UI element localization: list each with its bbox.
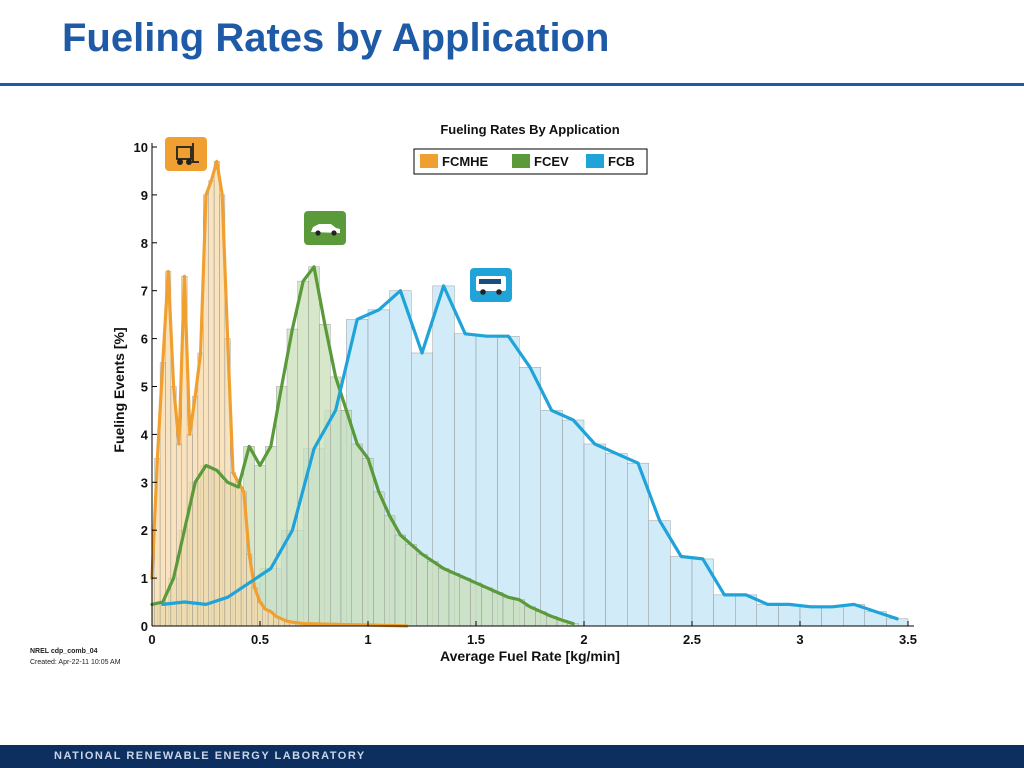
bar	[481, 587, 493, 627]
bar	[821, 606, 844, 627]
bar	[208, 180, 215, 627]
bar	[470, 582, 482, 627]
forklift-icon	[165, 137, 207, 171]
bar	[319, 324, 331, 627]
bar	[540, 410, 563, 627]
bar	[192, 395, 199, 627]
bar	[373, 491, 385, 627]
y-tick-label: 4	[141, 427, 149, 442]
y-tick-label: 6	[141, 332, 148, 347]
bar	[778, 604, 801, 627]
bar	[756, 604, 779, 627]
x-tick-label: 3.5	[899, 632, 917, 647]
forklift-wheel	[177, 159, 183, 165]
y-tick-label: 0	[141, 619, 148, 634]
forklift-wheel	[186, 159, 192, 165]
bus-wheel	[496, 289, 502, 295]
car-wheel	[315, 230, 321, 236]
bar	[448, 573, 461, 627]
y-tick-label: 2	[141, 523, 148, 538]
bar	[230, 472, 236, 627]
bar	[605, 453, 628, 627]
bar	[438, 568, 450, 627]
bar	[519, 367, 542, 627]
bar	[276, 386, 288, 627]
x-tick-label: 0.5	[251, 632, 269, 647]
bar	[186, 434, 193, 627]
bus-wheel	[480, 289, 486, 295]
bar-group-fcmhe	[151, 161, 393, 627]
bar	[351, 443, 363, 627]
bar	[475, 336, 498, 627]
footer-bar: NATIONAL RENEWABLE ENERGY LABORATORY	[0, 745, 1024, 768]
chart-id-label: NREL cdp_comb_04	[30, 648, 98, 655]
legend-label-fcmhe: FCMHE	[442, 154, 489, 169]
bar	[213, 161, 220, 627]
footer-org-name: NATIONAL RENEWABLE ENERGY LABORATORY	[54, 750, 366, 762]
x-tick-label: 1	[364, 632, 371, 647]
chart: 0 0.5 1 1.5 2 2.5 3 3.5 0 1 2 3 4 5 6 7 8 9 10 Average Fuel…	[111, 122, 917, 664]
forklift-icon-bg	[165, 137, 207, 171]
bar	[670, 556, 693, 627]
x-tick-label: 1.5	[467, 632, 485, 647]
y-axis-label: Fueling Events [%]	[111, 327, 127, 452]
bar	[176, 443, 182, 627]
bar	[713, 594, 736, 627]
created-timestamp: Created: Apr-22-11 10:05 AM	[30, 659, 121, 666]
title-divider	[0, 83, 1024, 86]
y-tick-label: 3	[141, 475, 148, 490]
bar	[297, 280, 309, 627]
bar	[562, 419, 585, 627]
bus-icon	[470, 268, 512, 302]
legend-swatch-fcmhe	[420, 154, 438, 168]
bar	[799, 606, 822, 627]
bar	[265, 446, 277, 627]
y-tick-label: 8	[141, 236, 148, 251]
bar	[648, 520, 671, 627]
y-tick-label: 7	[141, 284, 148, 299]
x-tick-label: 3	[796, 632, 803, 647]
x-tick-label: 2.5	[683, 632, 701, 647]
bar	[492, 592, 504, 627]
legend-swatch-fcev	[512, 154, 530, 168]
x-tick-label: 2	[580, 632, 587, 647]
bar	[394, 534, 407, 627]
y-tick-label: 5	[141, 380, 148, 395]
forklift-cab	[176, 146, 192, 160]
bar	[502, 597, 515, 627]
bar	[362, 458, 374, 627]
bar	[405, 544, 417, 627]
bus-windows	[479, 279, 501, 284]
bar	[197, 352, 204, 627]
legend-label-fcb: FCB	[608, 154, 635, 169]
page-title: Fueling Rates by Application	[62, 16, 610, 60]
bar	[384, 515, 396, 627]
x-tick-label: 0	[148, 632, 155, 647]
legend-box	[413, 148, 648, 175]
series-line-fcb	[161, 284, 899, 621]
bar	[286, 328, 299, 627]
bar	[416, 553, 428, 627]
y-tick-label: 10	[134, 140, 148, 155]
legend-swatch-fcb	[586, 154, 604, 168]
legend-label-fcev: FCEV	[534, 154, 569, 169]
bar	[340, 410, 353, 627]
bar	[497, 336, 520, 627]
bar	[427, 561, 439, 627]
y-tick-label: 1	[141, 571, 148, 586]
y-tick-label: 9	[141, 188, 148, 203]
bar	[583, 443, 606, 627]
car-wheel	[331, 230, 337, 236]
bar	[235, 482, 242, 627]
series-line-fcev	[150, 265, 575, 626]
chart-title: Fueling Rates By Application	[440, 122, 619, 137]
x-axis-label: Average Fuel Rate [kg/min]	[440, 648, 620, 664]
car-icon	[304, 211, 346, 245]
bar	[459, 577, 471, 627]
